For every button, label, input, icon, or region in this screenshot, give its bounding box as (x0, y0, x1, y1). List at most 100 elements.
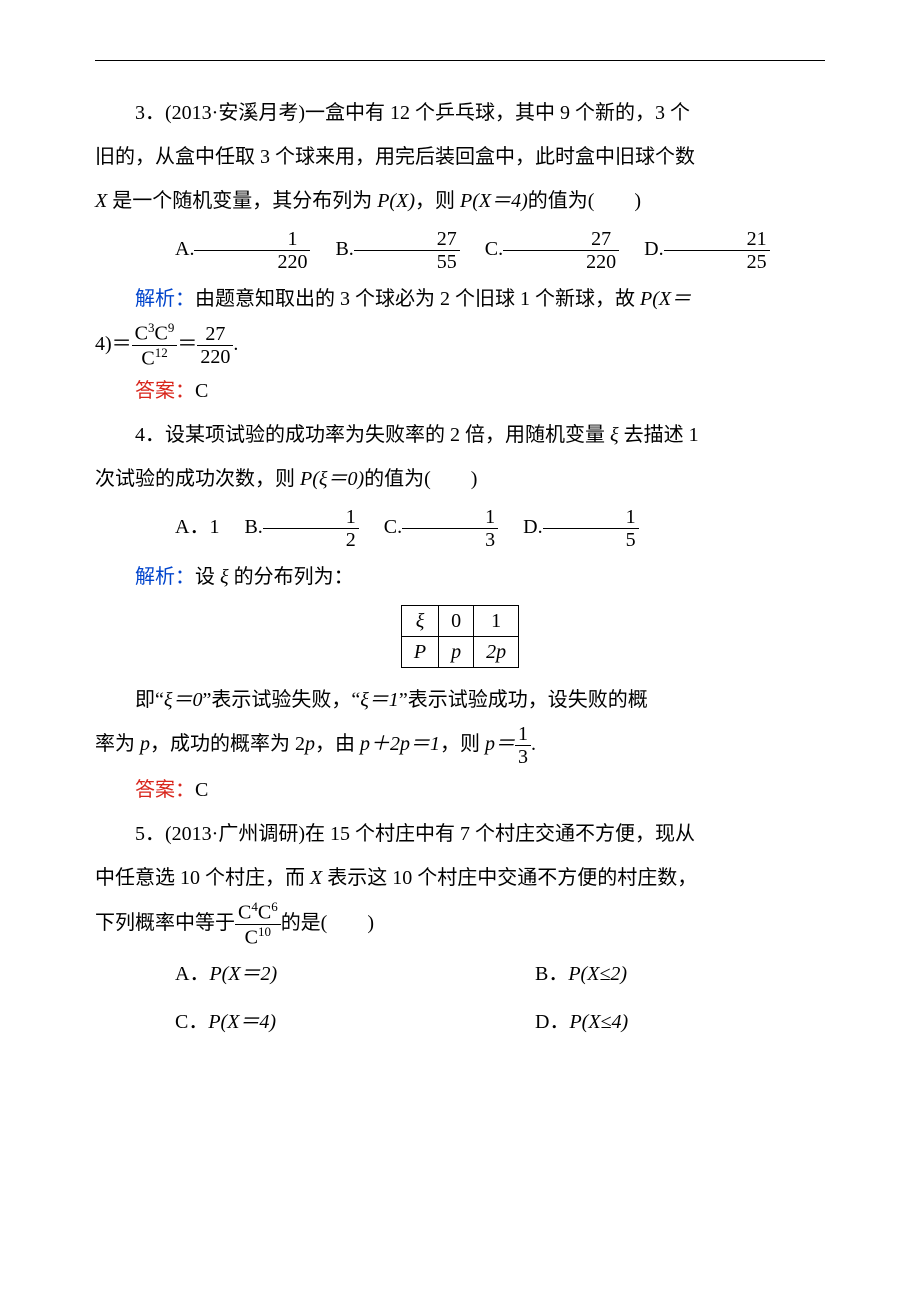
q3-sol-frac1: C3C9C12 (132, 321, 178, 369)
q3-s2: ，则 (415, 190, 460, 212)
q4-sol-b: 的分布列为： (229, 566, 354, 588)
q4-opt-a-label: A． (175, 516, 209, 538)
q4-sol-d: ”表示试验失败，“ (202, 689, 360, 711)
q4-d-num: 1 (543, 506, 639, 528)
q4-sol-h: ，由 (315, 733, 360, 755)
t-0: 0 (439, 606, 474, 637)
q4-sol-f: 率为 (95, 733, 140, 755)
q5-fr-den: C10 (235, 924, 281, 949)
q5-opt-d: D．P(X≤4) (535, 1000, 628, 1044)
q3-opt-a-frac: 1220 (194, 228, 310, 273)
q4-answer: 答案：C (95, 768, 825, 812)
q4-s-b: 去描述 1 (619, 424, 699, 446)
q5-options-row2: C．P(X＝4) D．P(X≤4) (95, 1000, 825, 1044)
q3-sol-line1: 解析：由题意知取出的 3 个球必为 2 个旧球 1 个新球，故 P(X＝ (95, 277, 825, 321)
q5-options-row1: A．P(X＝2) B．P(X≤2) (95, 952, 825, 996)
t-2p: 2p (474, 637, 519, 668)
q3-s1: 是一个随机变量，其分布列为 (107, 190, 377, 212)
q4-p: P(ξ＝0) (300, 468, 364, 490)
q4-eq2: p＝ (485, 733, 515, 755)
q3-b-num: 27 (354, 228, 460, 250)
q5-a-lbl: A． (175, 963, 209, 985)
q3-opt-d-frac: 2125 (664, 228, 770, 273)
q4-sol-frac: 13 (515, 723, 531, 768)
q4-ans-label: 答案： (135, 779, 195, 801)
q3-opt-a-label: A. (175, 238, 194, 260)
q4-s-d: 的值为( ) (364, 468, 477, 490)
t-p: p (439, 637, 474, 668)
q5-stem-line1: 5．(2013·广州调研)在 15 个村庄中有 7 个村庄交通不方便，现从 (95, 812, 825, 856)
q3-var-x: X (95, 190, 107, 212)
q3-f1-d1: 12 (155, 345, 168, 360)
table-row: P p 2p (401, 637, 518, 668)
q4-b-den: 2 (263, 528, 359, 551)
q5-opt-b: B．P(X≤2) (535, 952, 627, 996)
q5-s-e: 的是( ) (281, 912, 374, 934)
q5-b-val: P(X≤2) (568, 963, 627, 985)
q3-ans-label: 答案： (135, 380, 195, 402)
q5-fd-s: 10 (258, 924, 271, 939)
q3-d-num: 21 (664, 228, 770, 250)
q4-b-num: 1 (263, 506, 359, 528)
q5-c-val: P(X＝4) (208, 1011, 276, 1033)
q4-p2: p (305, 733, 315, 755)
q4-sol-label: 解析： (135, 566, 195, 588)
q4-sol-line1: 解析：设 ξ 的分布列为： (95, 555, 825, 599)
q3-sol-b: 4)＝ (95, 333, 132, 355)
q4-fr-den: 3 (515, 745, 531, 768)
q4-s-c: 次试验的成功次数，则 (95, 468, 300, 490)
q5-opt-c: C．P(X＝4) (95, 1000, 535, 1044)
q3-opt-c-label: C. (485, 238, 503, 260)
q4-sol-e: ”表示试验成功，设失败的概 (399, 689, 648, 711)
q3-opt-d-label: D. (644, 238, 663, 260)
q3-f1-den: C12 (132, 345, 178, 370)
q4-sol-c: 即“ (135, 689, 164, 711)
q5-stem-line2: 中任意选 10 个村庄，而 X 表示这 10 个村庄中交通不方便的村庄数， (95, 856, 825, 900)
q4-s-a: 4．设某项试验的成功率为失败率的 2 倍，用随机变量 (135, 424, 610, 446)
q5-opt-a: A．P(X＝2) (95, 952, 535, 996)
q3-s3: 的值为( ) (528, 190, 641, 212)
t-P: P (401, 637, 438, 668)
q5-c-lbl: C． (175, 1011, 208, 1033)
q5-a-val: P(X＝2) (209, 963, 277, 985)
q3-f1-num: C3C9 (132, 321, 178, 345)
q5-b-lbl: B． (535, 963, 568, 985)
q5-fn-s2: 6 (271, 899, 278, 914)
q3-sol-a: 由题意知取出的 3 个球必为 2 个旧球 1 个新球，故 (195, 288, 640, 310)
q3-sol-frac2: 27220 (197, 323, 233, 368)
q3-answer: 答案：C (95, 369, 825, 413)
q3-c-num: 27 (503, 228, 619, 250)
q4-fr-num: 1 (515, 723, 531, 745)
q4-opt-d-label: D. (523, 516, 542, 538)
q4-sol-line2: 即“ξ＝0”表示试验失败，“ξ＝1”表示试验成功，设失败的概 (95, 678, 825, 722)
q4-c-num: 1 (402, 506, 498, 528)
q4-sol-xi: ξ (220, 566, 229, 588)
q3-sol-period: . (233, 333, 238, 355)
q4-stem-line2: 次试验的成功次数，则 P(ξ＝0)的值为( ) (95, 457, 825, 501)
q4-p1: p (140, 733, 150, 755)
table-row: ξ 0 1 (401, 606, 518, 637)
q4-sol-i: ，则 (440, 733, 485, 755)
q3-opt-c-frac: 27220 (503, 228, 619, 273)
q3-sol-label: 解析： (135, 288, 195, 310)
q3-b-den: 55 (354, 250, 460, 273)
q3-d-den: 25 (664, 250, 770, 273)
q4-stem-line1: 4．设某项试验的成功率为失败率的 2 倍，用随机变量 ξ 去描述 1 (95, 413, 825, 457)
q4-c-den: 3 (402, 528, 498, 551)
q4-opt-b-frac: 12 (263, 506, 359, 551)
q3-sol-px: P(X＝ (640, 288, 691, 310)
q4-opt-b-label: B. (244, 516, 262, 538)
q4-dist-table: ξ 0 1 P p 2p (401, 605, 519, 668)
q5-s-b: 中任意选 10 个村庄，而 (95, 867, 310, 889)
q3-stem-line2: 旧的，从盒中任取 3 个球来用，用完后装回盒中，此时盒中旧球个数 (95, 135, 825, 179)
q3-stem-line3: X 是一个随机变量，其分布列为 P(X)，则 P(X＝4)的值为( ) (95, 179, 825, 223)
t-1: 1 (474, 606, 519, 637)
top-rule (95, 60, 825, 61)
q4-ans: C (195, 779, 208, 801)
q4-sol-line3: 率为 p，成功的概率为 2p，由 p＋2p＝1，则 p＝13. (95, 722, 825, 768)
q4-options: A．1 B.12 C.13 D.15 (95, 505, 825, 551)
q4-opt-a-val: 1 (209, 516, 219, 538)
q3-a-den: 220 (194, 250, 310, 273)
q4-xi: ξ (610, 424, 619, 446)
q3-options: A.1220 B.2755 C.27220 D.2125 (95, 227, 825, 273)
